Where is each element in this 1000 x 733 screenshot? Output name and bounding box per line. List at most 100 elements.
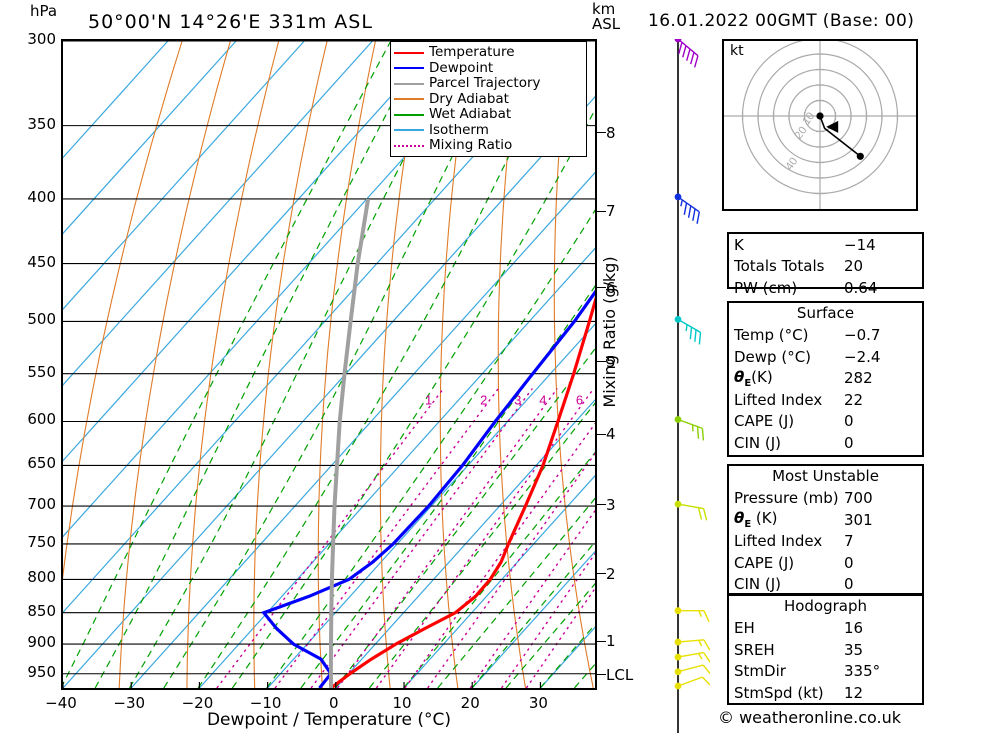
table-row-key: CIN (J) <box>734 433 782 452</box>
wet-adiabat-line <box>505 582 595 688</box>
table-row-key: Dewp (°C) <box>734 347 812 366</box>
hodograph-ring-label: 20 <box>793 125 810 142</box>
legend-swatch <box>394 129 424 132</box>
isotherm-line <box>63 41 237 235</box>
temperature-tick-label: 20 <box>460 694 480 712</box>
wind-barb-feather <box>702 508 708 521</box>
altitude-axis-unit: km ASL <box>592 2 620 32</box>
table-row-value: 0 <box>844 575 854 594</box>
wind-barb-shaft <box>677 664 704 673</box>
table-row: CAPE (J) 0 <box>729 552 922 574</box>
legend-swatch <box>394 67 424 70</box>
table-row: θE (K) 301 <box>729 509 922 531</box>
wind-barb-feather <box>678 42 683 55</box>
table-row-key: StmSpd (kt) <box>734 683 824 702</box>
wind-barb <box>674 664 710 676</box>
table-row-value: 16 <box>844 619 864 638</box>
hodograph-trace <box>819 115 861 157</box>
legend-item-dewpoint: Dewpoint <box>394 61 586 77</box>
surface-parcel-table: Surface Temp (°C) −0.7 Dewp (°C) −2.4 θE(K) 28… <box>727 301 924 457</box>
legend-label: Mixing Ratio <box>429 137 513 153</box>
legend-swatch <box>394 82 424 85</box>
table-row-value: 0 <box>844 553 854 572</box>
hodograph-point <box>856 152 864 160</box>
hodograph[interactable]: 10 20 40 <box>722 37 918 211</box>
skewt-canvas: 12346810152025 <box>63 41 595 688</box>
wind-barb-shaft <box>677 639 704 643</box>
hodograph-point <box>816 112 824 120</box>
dry-adiabat-line <box>317 41 377 688</box>
table-row-value: 0.64 <box>844 278 878 297</box>
table-row: Lifted Index 22 <box>729 389 922 411</box>
mixing-ratio-label: 1 <box>425 393 432 408</box>
page-title: 50°00'N 14°26'E 331m ASL <box>88 11 373 33</box>
wind-barb <box>674 316 702 345</box>
isotherm-line <box>471 550 595 688</box>
legend-swatch <box>394 98 424 101</box>
wet-adiabat-line <box>403 451 595 688</box>
table-row-key: StmDir <box>734 662 786 681</box>
copyright-notice: © weatheronline.co.uk <box>718 708 901 727</box>
legend-label: Parcel Trajectory <box>429 75 541 91</box>
temperature-tick-label: −10 <box>249 694 282 712</box>
wind-barb-shaft <box>677 196 700 213</box>
lcl-label: LCL <box>606 665 634 684</box>
wind-barb-feather <box>696 211 700 224</box>
hodograph-unit-label: kt <box>730 43 744 59</box>
legend-item-dry-adiabat: Dry Adiabat <box>394 92 586 108</box>
table-header: Most Unstable <box>772 467 879 485</box>
table-row-key: Temp (°C) <box>734 326 809 345</box>
isotherm-line <box>63 41 373 386</box>
table-row-value: 22 <box>844 390 864 409</box>
storm-motion-arrow <box>826 120 839 133</box>
pressure-tick-label: 400 <box>27 187 56 206</box>
table-row: θE(K) 282 <box>729 368 922 390</box>
legend-item-parcel-trajectory: Parcel Trajectory <box>394 76 586 92</box>
wind-barb-feather <box>687 205 692 218</box>
altitude-tick-label: 5 <box>606 352 616 371</box>
table-row-value: 335° <box>844 662 881 681</box>
table-row: Totals Totals 20 <box>729 256 922 278</box>
wind-barb-feather <box>689 327 693 340</box>
legend-item-temperature: Temperature <box>394 45 586 61</box>
isotherm-line <box>63 41 169 159</box>
pressure-tick-label: 600 <box>27 410 56 429</box>
wind-barb-feather <box>694 329 697 342</box>
wind-barb-shaft <box>677 39 699 57</box>
wind-barb-feather <box>686 48 691 61</box>
temperature-tick-label: 30 <box>528 694 548 712</box>
table-row-value: 0 <box>844 412 854 431</box>
pressure-tick-label: 800 <box>27 568 56 587</box>
wind-barb-feather <box>703 610 710 622</box>
wind-barb-shaft <box>677 676 703 687</box>
wind-barb-half-feather <box>698 610 702 617</box>
isotherm-line <box>335 399 595 688</box>
altitude-tick-label: 4 <box>606 425 616 444</box>
temperature-tick-label: 0 <box>329 694 339 712</box>
legend-label: Isotherm <box>429 121 489 138</box>
wind-barb-feather <box>697 507 703 520</box>
wet-adiabat-line <box>94 41 426 688</box>
table-row-key: θE (K) <box>734 509 778 531</box>
wind-barb-feather <box>698 332 702 345</box>
legend-item-isotherm: Isotherm <box>394 123 586 139</box>
lcl-tick-mark <box>597 674 606 676</box>
altitude-unit-km: km <box>592 0 616 18</box>
dry-adiabat-line <box>253 41 328 688</box>
altitude-tick-mark <box>597 361 606 363</box>
temperature-curve <box>330 295 595 688</box>
table-row-key: CAPE (J) <box>734 412 795 431</box>
altitude-unit-asl: ASL <box>592 15 621 33</box>
hodograph-ring-label: 10 <box>800 110 817 127</box>
table-row: StmSpd (kt) 12 <box>729 682 922 704</box>
table-row: StmDir 335° <box>729 661 922 683</box>
wind-barb <box>674 39 699 68</box>
table-row-value: 20 <box>844 257 864 276</box>
wind-barb-feather <box>703 652 710 663</box>
table-row-value: 301 <box>844 510 873 529</box>
wind-barb-feather <box>703 639 710 651</box>
wind-barb <box>674 676 710 690</box>
legend: Temperature Dewpoint Parcel Trajectory Dry … <box>390 41 587 157</box>
table-row: SREH 35 <box>729 639 922 661</box>
table-row: K −14 <box>729 234 922 256</box>
